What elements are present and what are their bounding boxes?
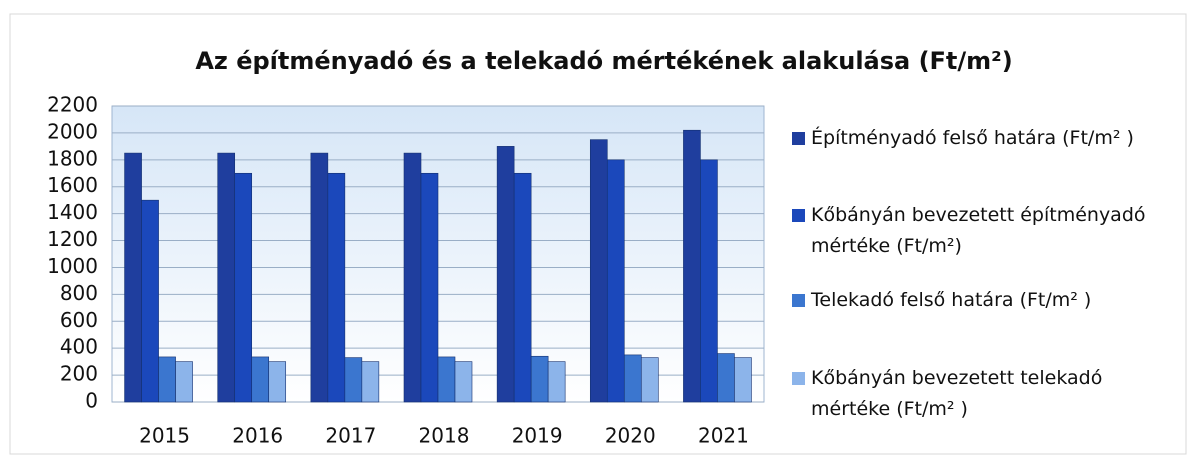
- legend-label: Építményadó felső határa (Ft/m² ): [811, 127, 1134, 149]
- legend-entry: Építményadó felső határa (Ft/m² ): [792, 123, 1167, 154]
- legend-entry: Kőbányán bevezetett telekadó mértéke (Ft…: [792, 363, 1167, 425]
- bar: [437, 356, 456, 403]
- bar: [530, 355, 549, 403]
- bar: [547, 361, 566, 403]
- bar: [734, 357, 752, 403]
- bar: [327, 172, 346, 403]
- bar: [124, 152, 142, 403]
- x-tick-label: 2016: [232, 424, 283, 448]
- chart-title: Az építményadó és a telekadó mértékének …: [195, 47, 1012, 75]
- x-tick-label: 2021: [698, 424, 749, 448]
- bar: [700, 159, 718, 403]
- bar: [403, 152, 422, 403]
- bar: [589, 139, 608, 403]
- bar: [606, 159, 625, 403]
- x-tick-label: 2015: [139, 424, 190, 448]
- legend-entry: Telekadó felső határa (Ft/m² ): [792, 285, 1167, 316]
- bar: [234, 172, 253, 403]
- bar: [361, 361, 380, 403]
- bar: [217, 152, 236, 403]
- legend-entry: Kőbányán bevezetett építményadó mértéke …: [792, 200, 1167, 262]
- bar: [158, 356, 176, 403]
- bar: [496, 146, 515, 403]
- bar: [310, 152, 329, 403]
- bar: [141, 199, 159, 403]
- y-tick-label: 1200: [47, 227, 98, 251]
- y-tick-label: 2200: [47, 93, 98, 117]
- legend-swatch: [792, 294, 805, 307]
- bar: [623, 354, 642, 403]
- bar: [175, 361, 193, 403]
- x-tick-label: 2018: [419, 424, 470, 448]
- legend-swatch: [792, 132, 805, 145]
- legend-swatch: [792, 372, 805, 385]
- y-tick-label: 0: [85, 389, 98, 413]
- legend-label: Kőbányán bevezetett építményadó mértéke …: [811, 204, 1146, 257]
- y-tick-label: 400: [60, 335, 98, 359]
- bar: [454, 361, 473, 403]
- x-tick-label: 2019: [512, 424, 563, 448]
- x-tick-label: 2020: [605, 424, 656, 448]
- y-tick-label: 600: [60, 308, 98, 332]
- legend-label: Kőbányán bevezetett telekadó mértéke (Ft…: [811, 367, 1103, 420]
- y-tick-label: 1800: [47, 146, 98, 170]
- y-tick-label: 1600: [47, 173, 98, 197]
- y-tick-label: 200: [60, 362, 98, 386]
- y-tick-label: 800: [60, 281, 98, 305]
- y-tick-label: 1400: [47, 200, 98, 224]
- legend-swatch: [792, 209, 805, 222]
- chart-border: [9, 13, 1187, 455]
- bar: [717, 353, 735, 403]
- bar: [268, 361, 287, 403]
- bar: [344, 357, 363, 403]
- y-tick-label: 2000: [47, 119, 98, 143]
- y-tick-label: 1000: [47, 254, 98, 278]
- bar: [513, 172, 532, 403]
- bar: [640, 357, 659, 403]
- x-tick-label: 2017: [325, 424, 376, 448]
- bar: [251, 356, 270, 403]
- bar: [420, 172, 439, 403]
- bar: [683, 129, 701, 403]
- legend-label: Telekadó felső határa (Ft/m² ): [811, 289, 1092, 311]
